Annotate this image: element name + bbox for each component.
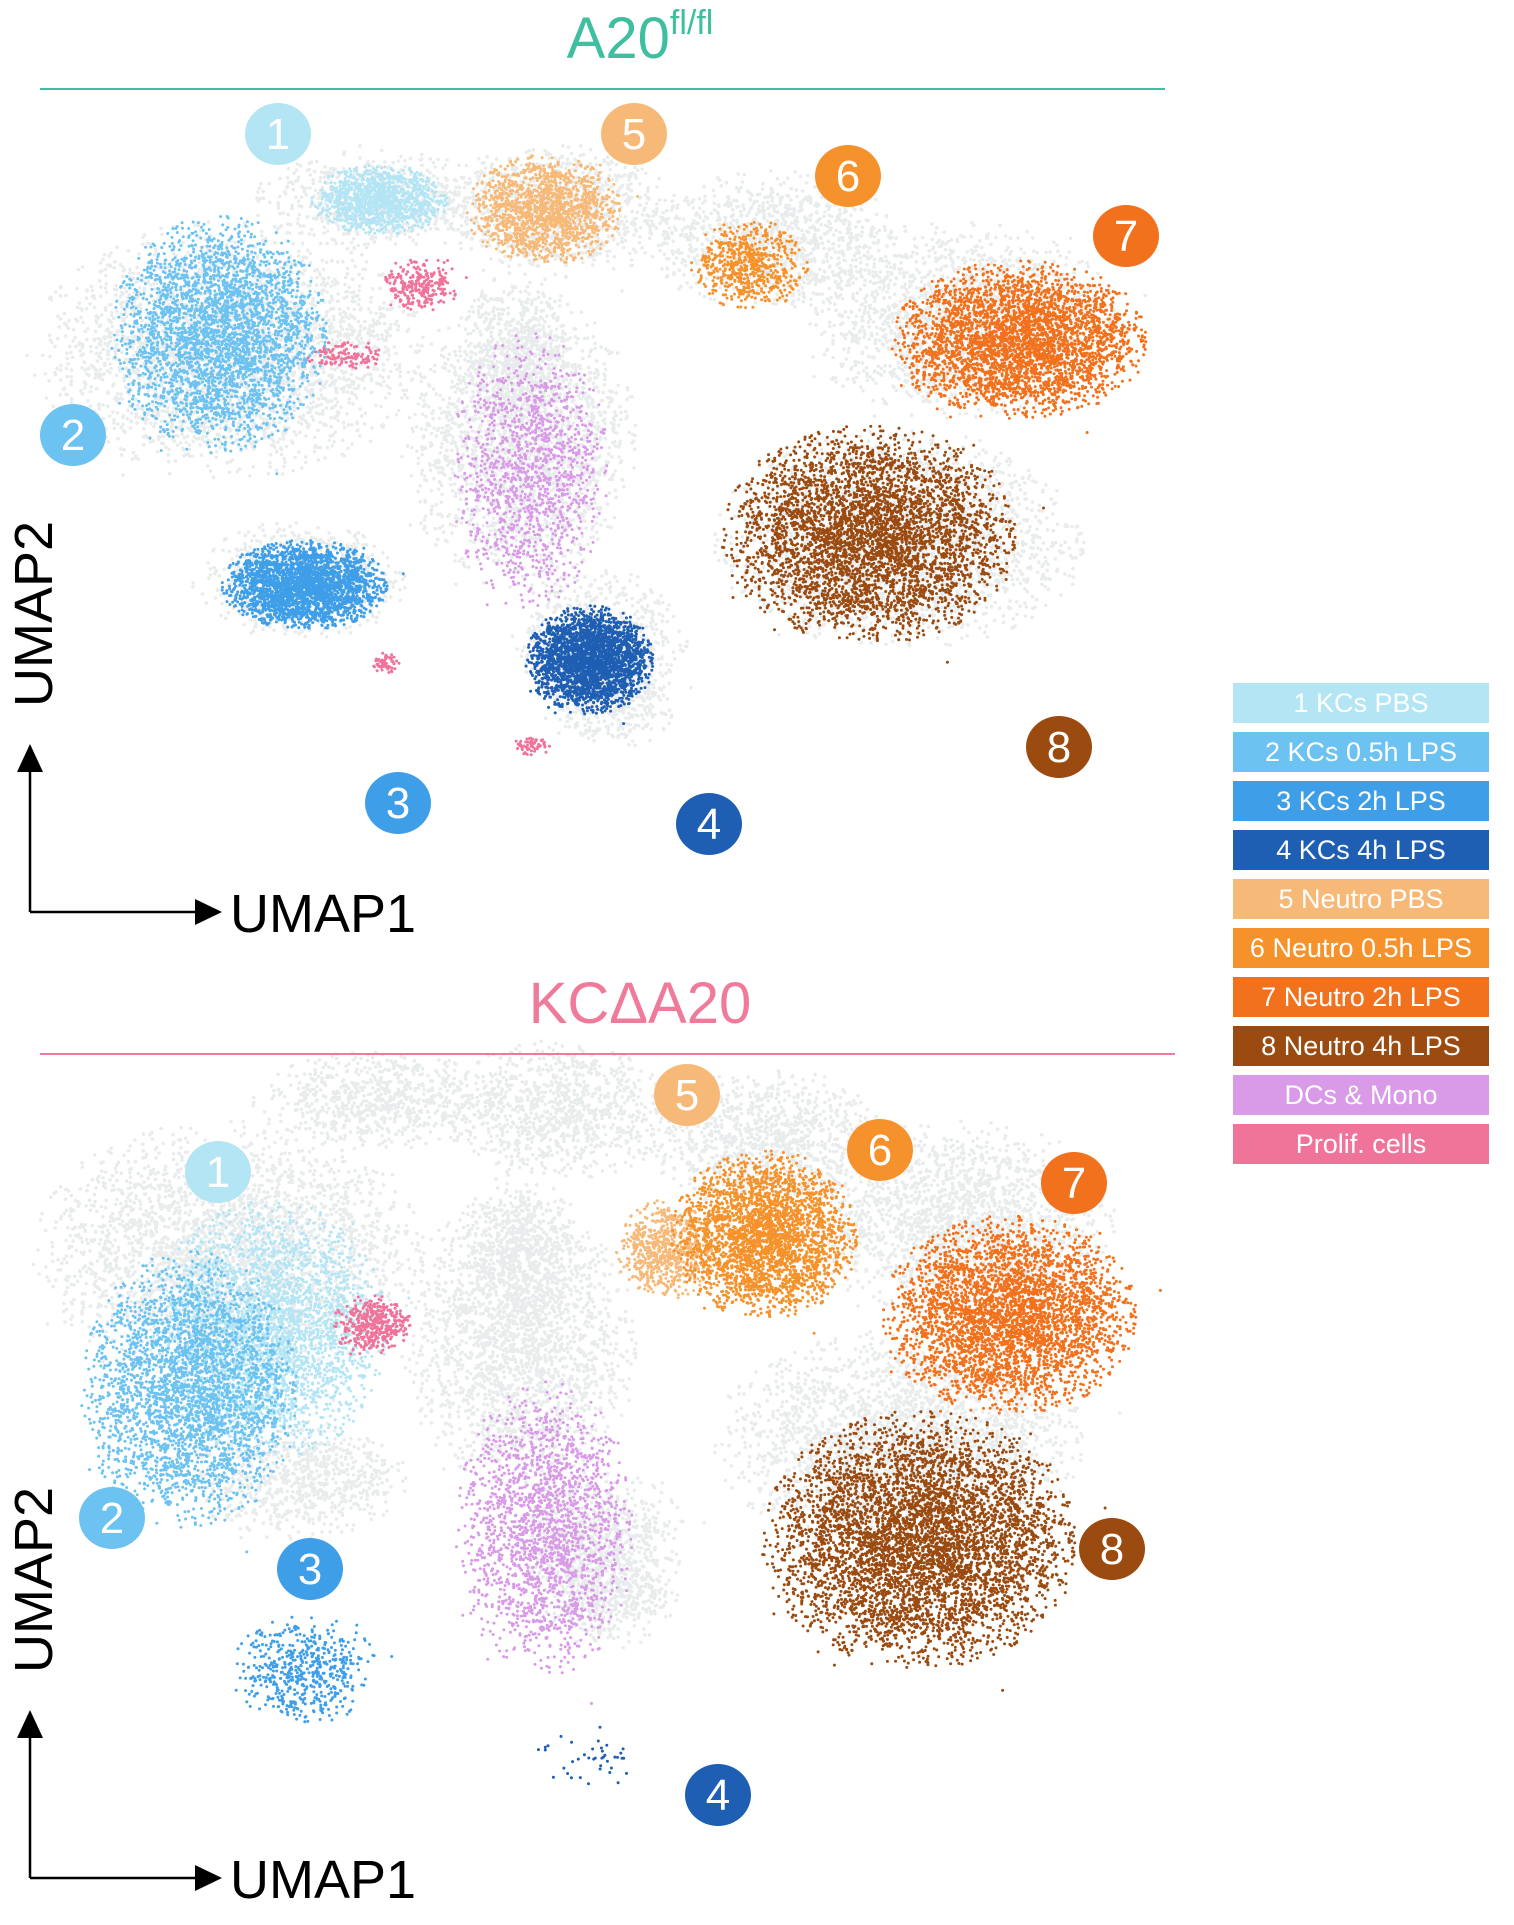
x-axis-arrowhead: [195, 1865, 222, 1891]
panel-title: A20fl/fl: [567, 4, 714, 71]
cluster-points: [384, 259, 468, 312]
cluster-badge-label: 3: [298, 1545, 322, 1594]
cluster-badge-label: 8: [1100, 1525, 1124, 1574]
legend-item: 3 KCs 2h LPS: [1233, 781, 1489, 821]
cluster-points: [515, 737, 551, 757]
cluster-badge-label: 7: [1114, 212, 1138, 261]
legend-item: Prolif. cells: [1233, 1124, 1489, 1164]
top-umap-panel: 1 2 3 4 5 6 7 8 A20fl/fl UMAP1 UMAP2: [4, 4, 1165, 944]
y-axis-arrowhead: [17, 744, 43, 772]
cluster-badge-label: 2: [100, 1494, 124, 1543]
bottom-umap-panel: 1 2 3 4 5 6 7 8 KCΔA20 UMAP1 UMAP2: [4, 971, 1175, 1910]
legend-item: DCs & Mono: [1233, 1075, 1489, 1115]
cluster-badge-label: 6: [868, 1126, 892, 1175]
cluster-badge-label: 8: [1047, 723, 1071, 772]
legend: 1 KCs PBS 2 KCs 0.5h LPS 3 KCs 2h LPS 4 …: [1233, 683, 1489, 1173]
cluster-points: [761, 1410, 1106, 1692]
cluster-badge-label: 4: [697, 800, 721, 849]
x-axis-arrowhead: [195, 899, 222, 925]
x-axis-label: UMAP1: [230, 884, 416, 944]
cluster-badge-label: 1: [266, 110, 290, 159]
cluster-points: [307, 341, 381, 370]
cluster-badge-label: 1: [206, 1148, 230, 1197]
legend-item: 6 Neutro 0.5h LPS: [1233, 928, 1489, 968]
background-cell-cloud: [441, 1039, 676, 1178]
legend-item: 4 KCs 4h LPS: [1233, 830, 1489, 870]
cluster-points: [670, 1150, 858, 1335]
cluster-points: [537, 1726, 628, 1786]
panel-title: KCΔA20: [529, 971, 752, 1036]
cluster-points: [721, 425, 1045, 664]
legend-item: 2 KCs 0.5h LPS: [1233, 732, 1489, 772]
cluster-points: [235, 1616, 394, 1724]
y-axis-label: UMAP2: [4, 521, 64, 707]
panel-title-superscript: fl/fl: [670, 4, 713, 42]
cluster-badge-label: 6: [836, 152, 860, 201]
cluster-points: [372, 652, 400, 674]
cluster-badge-label: 5: [622, 110, 646, 159]
legend-item: 7 Neutro 2h LPS: [1233, 977, 1489, 1017]
y-axis-label: UMAP2: [4, 1487, 64, 1673]
cluster-badge-label: 5: [675, 1071, 699, 1120]
cluster-badge-label: 4: [706, 1771, 730, 1820]
x-axis-label: UMAP1: [230, 1850, 416, 1910]
legend-item: 5 Neutro PBS: [1233, 879, 1489, 919]
legend-item: 8 Neutro 4h LPS: [1233, 1026, 1489, 1066]
cluster-badge-label: 3: [386, 779, 410, 828]
legend-item: 1 KCs PBS: [1233, 683, 1489, 723]
cluster-badge-label: 2: [61, 411, 85, 460]
cluster-badge-label: 7: [1062, 1159, 1086, 1208]
y-axis-arrowhead: [17, 1710, 43, 1738]
